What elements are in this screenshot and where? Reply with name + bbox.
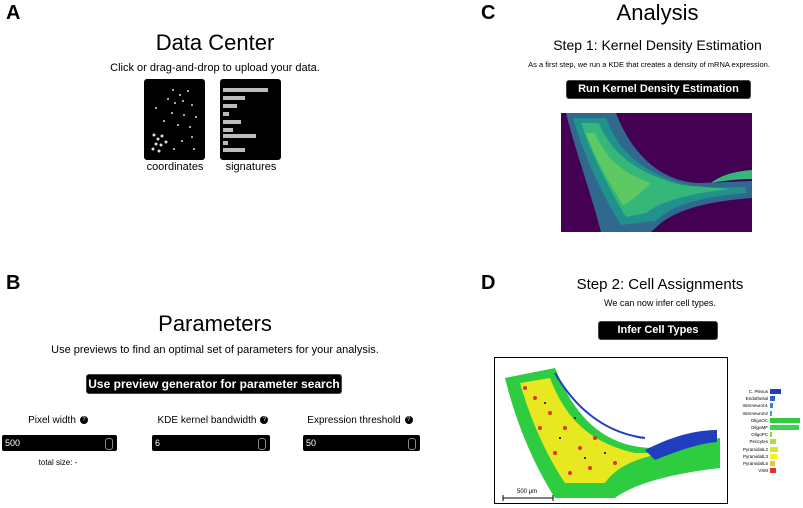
signatures-label: signatures [225,161,277,173]
total-size-text: total size: - [38,458,78,467]
data-center-title: Data Center [155,30,275,55]
stepper-icon[interactable] [258,438,266,450]
cell-assignment-plot [502,368,720,501]
legend-row: Endothelial [732,395,802,402]
legend-label: Interneuron1 [742,403,768,409]
legend-bar [770,410,772,416]
run-kde-button[interactable]: Run Kernel Density Estimation [566,80,751,99]
legend-label: Endothelial [745,396,768,402]
legend-label: OligoOC [750,417,768,423]
legend-row: C. Plexus [732,388,802,395]
legend-bar [770,453,777,459]
infer-cell-types-button[interactable]: Infer Cell Types [598,321,718,340]
cell-type-legend: C. Plexus Endothelial Interneuron1 Interneu… [732,388,802,478]
panel-letter-c: C [481,2,496,24]
help-icon[interactable]: ? [79,416,88,425]
legend-bar [770,403,773,409]
bar-list-icon [223,88,268,152]
legend-bar [770,439,776,445]
legend-bar [770,468,776,474]
kde-bandwidth-label: KDE kernel bandwidth? [148,415,278,426]
pixel-width-value: 500 [5,438,21,448]
preview-generator-button[interactable]: Use preview generator for parameter sear… [86,374,342,394]
expression-threshold-label: Expression threshold? [300,415,420,426]
legend-label: PyramidalL5 [742,461,768,466]
legend-bar [770,432,772,438]
legend-label: OligoPC [751,432,768,438]
kde-bandwidth-input[interactable]: 6 [152,435,270,451]
legend-row: OligoMF [732,424,802,431]
expression-threshold-input[interactable]: 50 [303,435,420,451]
legend-label: PyramidalL3 [742,453,768,459]
expression-threshold-label-text: Expression threshold [307,415,401,426]
legend-bar [770,396,775,402]
pixel-width-label-text: Pixel width [28,415,76,426]
legend-row: VSM [732,467,802,474]
stepper-icon[interactable] [408,438,416,450]
coordinates-label: coordinates [146,161,204,173]
legend-row: OligoPC [732,431,802,438]
pixel-width-label: Pixel width? [8,415,108,426]
expression-threshold-value: 50 [306,438,317,448]
legend-label: Pericytes [749,439,768,445]
signatures-upload-card[interactable] [220,79,281,160]
cell-assignments-step-title: Step 2: Cell Assignments [576,276,744,293]
coordinates-upload-card[interactable] [144,79,205,160]
kde-step-title: Step 1: Kernel Density Estimation [553,37,762,53]
legend-label: C. Plexus [748,389,768,394]
legend-row: PyramidalL2 [732,446,802,453]
legend-bar [770,446,778,452]
panel-letter-a: A [6,2,21,24]
scale-bar-label: 500 µm [517,489,538,495]
cell-assignment-map: 500 µm [494,357,728,504]
legend-bar [770,461,776,466]
cell-assignments-description: We can now infer cell types. [604,298,716,308]
legend-label: VSM [758,468,768,474]
kde-bandwidth-label-text: KDE kernel bandwidth [157,415,257,426]
legend-label: Interneuron2 [742,410,768,416]
legend-row: Interneuron2 [732,410,802,417]
legend-row: PyramidalL5 [732,460,802,467]
parameters-subtitle: Use previews to find an optimal set of p… [51,344,379,356]
legend-bar [770,425,799,430]
pixel-width-input[interactable]: 500 [2,435,117,451]
legend-bar [770,417,800,423]
analysis-title: Analysis [616,0,699,25]
panel-letter-d: D [481,272,496,294]
legend-row: PyramidalL3 [732,453,802,460]
legend-label: PyramidalL2 [742,446,768,452]
stepper-icon[interactable] [105,438,113,450]
legend-label: OligoMF [750,425,768,430]
legend-bar [770,389,781,394]
help-icon[interactable]: ? [404,416,413,425]
kde-step-description: As a first step, we run a KDE that creat… [528,60,770,69]
help-icon[interactable]: ? [260,416,269,425]
legend-row: Interneuron1 [732,402,802,409]
upload-instructions: Click or drag-and-drop to upload your da… [110,62,320,74]
kde-density-image [561,113,752,232]
kde-bandwidth-value: 6 [155,438,161,448]
panel-letter-b: B [6,272,21,294]
kde-heatmap [561,113,752,232]
scatter-points-icon [151,89,197,153]
legend-row: OligoOC [732,417,802,424]
parameters-title: Parameters [158,311,272,336]
legend-row: Pericytes [732,438,802,445]
